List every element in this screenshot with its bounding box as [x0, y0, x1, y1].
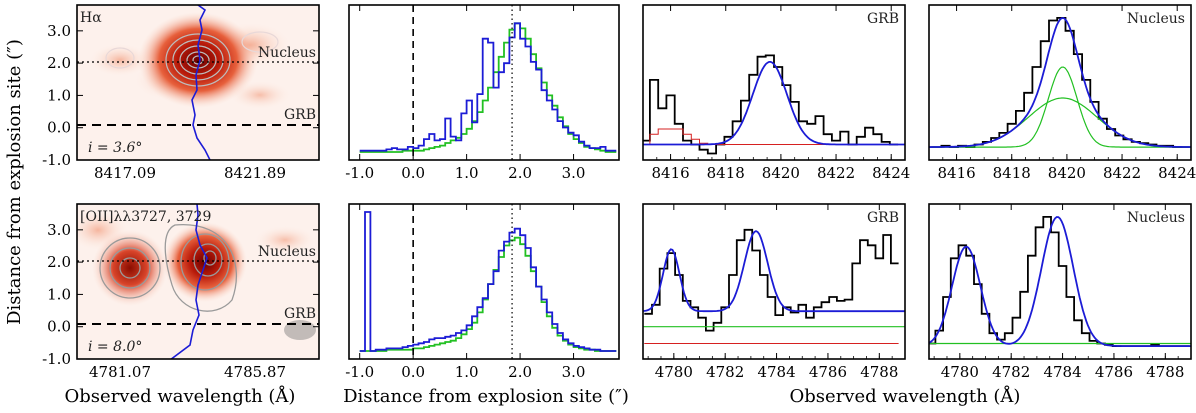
x-tick-label: 8424	[872, 164, 910, 182]
doublet-fit	[929, 216, 1191, 347]
panel-frame	[928, 4, 1192, 161]
x-tick-label: 0.0	[401, 164, 425, 182]
y-tick-label: -1.0	[42, 151, 71, 169]
halpha-nucleus-label: Nucleus	[258, 45, 316, 61]
x-tick-label: 8422	[817, 164, 855, 182]
halpha-image-xtick-1: 8417.09	[94, 164, 156, 182]
halpha-image-xtick-2: 8421.89	[224, 164, 286, 182]
oii-grb-label: GRB	[284, 306, 316, 322]
x-tick-label: 4788	[860, 363, 898, 381]
grb-panel-label: GRB	[867, 210, 899, 226]
panel-frame	[348, 4, 620, 161]
x-tick-label: 8424	[1158, 164, 1196, 182]
y-tick-label: -1.0	[42, 350, 71, 368]
y-tick-label: 2.0	[47, 54, 71, 72]
oii-image-xtick-1: 4781.07	[89, 363, 151, 381]
doublet-fit	[643, 230, 905, 313]
halpha-image-panel: Hα Nucleus GRB i = 3.6° -1.0 0.0 1.0 2.0 3.0…	[42, 4, 320, 182]
halpha-title: Hα	[80, 10, 102, 26]
observed-spectrum	[929, 17, 1190, 148]
grb-panel-label: GRB	[867, 11, 899, 27]
observed-spectrum	[643, 54, 899, 155]
y-tick-label: 3.0	[47, 22, 71, 40]
x-tick-label: 4786	[1095, 363, 1133, 381]
y-tick-label: 3.0	[47, 221, 71, 239]
x-tick-label: 8420	[762, 164, 800, 182]
spectrum-curves	[643, 54, 905, 155]
x-tick-label: 4784	[1043, 363, 1081, 381]
row-oii: [OII]λλ3727, 3729 Nucleus GRB i = 8.0° -…	[42, 203, 1192, 381]
x-tick-label: 0.0	[401, 363, 425, 381]
oii-spatial-profile-panel: -1.0 0.0 1.0 2.0 3.0	[345, 203, 620, 381]
y-tick-label: 2.0	[47, 253, 71, 271]
x-tick-label: -1.0	[345, 164, 374, 182]
x-tick-label: 3.0	[562, 363, 586, 381]
y-tick-label: 1.0	[47, 86, 71, 104]
x-tick-label: 4780	[655, 363, 693, 381]
profile-curves	[359, 22, 617, 153]
x-tick-label: 1.0	[455, 164, 479, 182]
broad-component	[929, 97, 1191, 148]
x-tick-label: 4782	[992, 363, 1030, 381]
oii-grb-spectrum-panel: GRB 4780 4782 4784 4786 4788	[642, 203, 906, 381]
image-x-axis-label: Observed wavelength (Å)	[65, 385, 296, 407]
x-tick-label: 8416	[937, 164, 975, 182]
spectrum-curves	[643, 228, 905, 344]
y-tick-label: 0.0	[47, 119, 71, 137]
panel-frame	[928, 203, 1192, 360]
x-tick-label: 4782	[706, 363, 744, 381]
panel-frame	[642, 203, 906, 360]
total-fit	[929, 17, 1191, 148]
y-axis-label: Distance from explosion site (″)	[4, 39, 25, 325]
halpha-grb-label: GRB	[284, 107, 316, 123]
y-tick-label: 0.0	[47, 318, 71, 336]
halpha-inclination: i = 3.6°	[88, 140, 142, 156]
nucleus-panel-label: Nucleus	[1127, 11, 1185, 27]
x-tick-label: 8422	[1103, 164, 1141, 182]
oii-nucleus-label: Nucleus	[258, 244, 316, 260]
oii-centroid-trace	[170, 204, 208, 359]
wavelength-x-axis-label: Observed wavelength (Å)	[790, 385, 1021, 407]
spatial-x-axis-label: Distance from explosion site (″)	[343, 386, 629, 407]
x-tick-label: 8418	[993, 164, 1031, 182]
halpha-nucleus-spectrum-panel: Nucleus 8416 8418 8420 8422 8424	[928, 4, 1196, 182]
profile-blue-series	[359, 211, 617, 352]
oii-image-panel: [OII]λλ3727, 3729 Nucleus GRB i = 8.0° -…	[42, 203, 320, 381]
nucleus-panel-label: Nucleus	[1127, 210, 1185, 226]
panel-frame	[348, 203, 620, 360]
observed-spectrum	[929, 216, 1190, 347]
row-halpha: Hα Nucleus GRB i = 3.6° -1.0 0.0 1.0 2.0 3.0…	[42, 4, 1196, 182]
x-tick-label: 3.0	[562, 164, 586, 182]
x-tick-label: 2.0	[508, 363, 532, 381]
y-tick-label: 1.0	[47, 285, 71, 303]
observed-spectrum	[644, 228, 899, 332]
x-tick-label: 4788	[1146, 363, 1184, 381]
x-tick-label: 4784	[757, 363, 795, 381]
panel-frame	[642, 4, 906, 161]
x-tick-label: 8416	[651, 164, 689, 182]
x-tick-label: -1.0	[345, 363, 374, 381]
spectrum-curves	[929, 216, 1191, 347]
oii-title: [OII]λλ3727, 3729	[80, 209, 211, 225]
halpha-grb-spectrum-panel: GRB 8416 8418 8420 8422 8424	[642, 4, 910, 182]
x-tick-label: 8418	[707, 164, 745, 182]
oii-inclination: i = 8.0°	[88, 339, 142, 355]
narrow-component	[929, 66, 1191, 148]
oii-image-xtick-2: 4785.87	[224, 363, 286, 381]
x-tick-label: 8420	[1048, 164, 1086, 182]
spectrum-curves	[929, 17, 1191, 148]
x-tick-label: 2.0	[508, 164, 532, 182]
oii-nucleus-spectrum-panel: Nucleus 4780 4782 4784 4786 4788	[928, 203, 1192, 381]
x-tick-label: 1.0	[455, 363, 479, 381]
x-tick-label: 4786	[809, 363, 847, 381]
halpha-spatial-profile-panel: -1.0 0.0 1.0 2.0 3.0	[345, 4, 620, 182]
profile-curves	[359, 211, 617, 352]
halpha-centroid-trace	[191, 5, 211, 160]
profile-green-series	[359, 22, 617, 153]
x-tick-label: 4780	[941, 363, 979, 381]
gaussian-fit	[643, 61, 905, 146]
profile-blue-series	[359, 22, 617, 152]
